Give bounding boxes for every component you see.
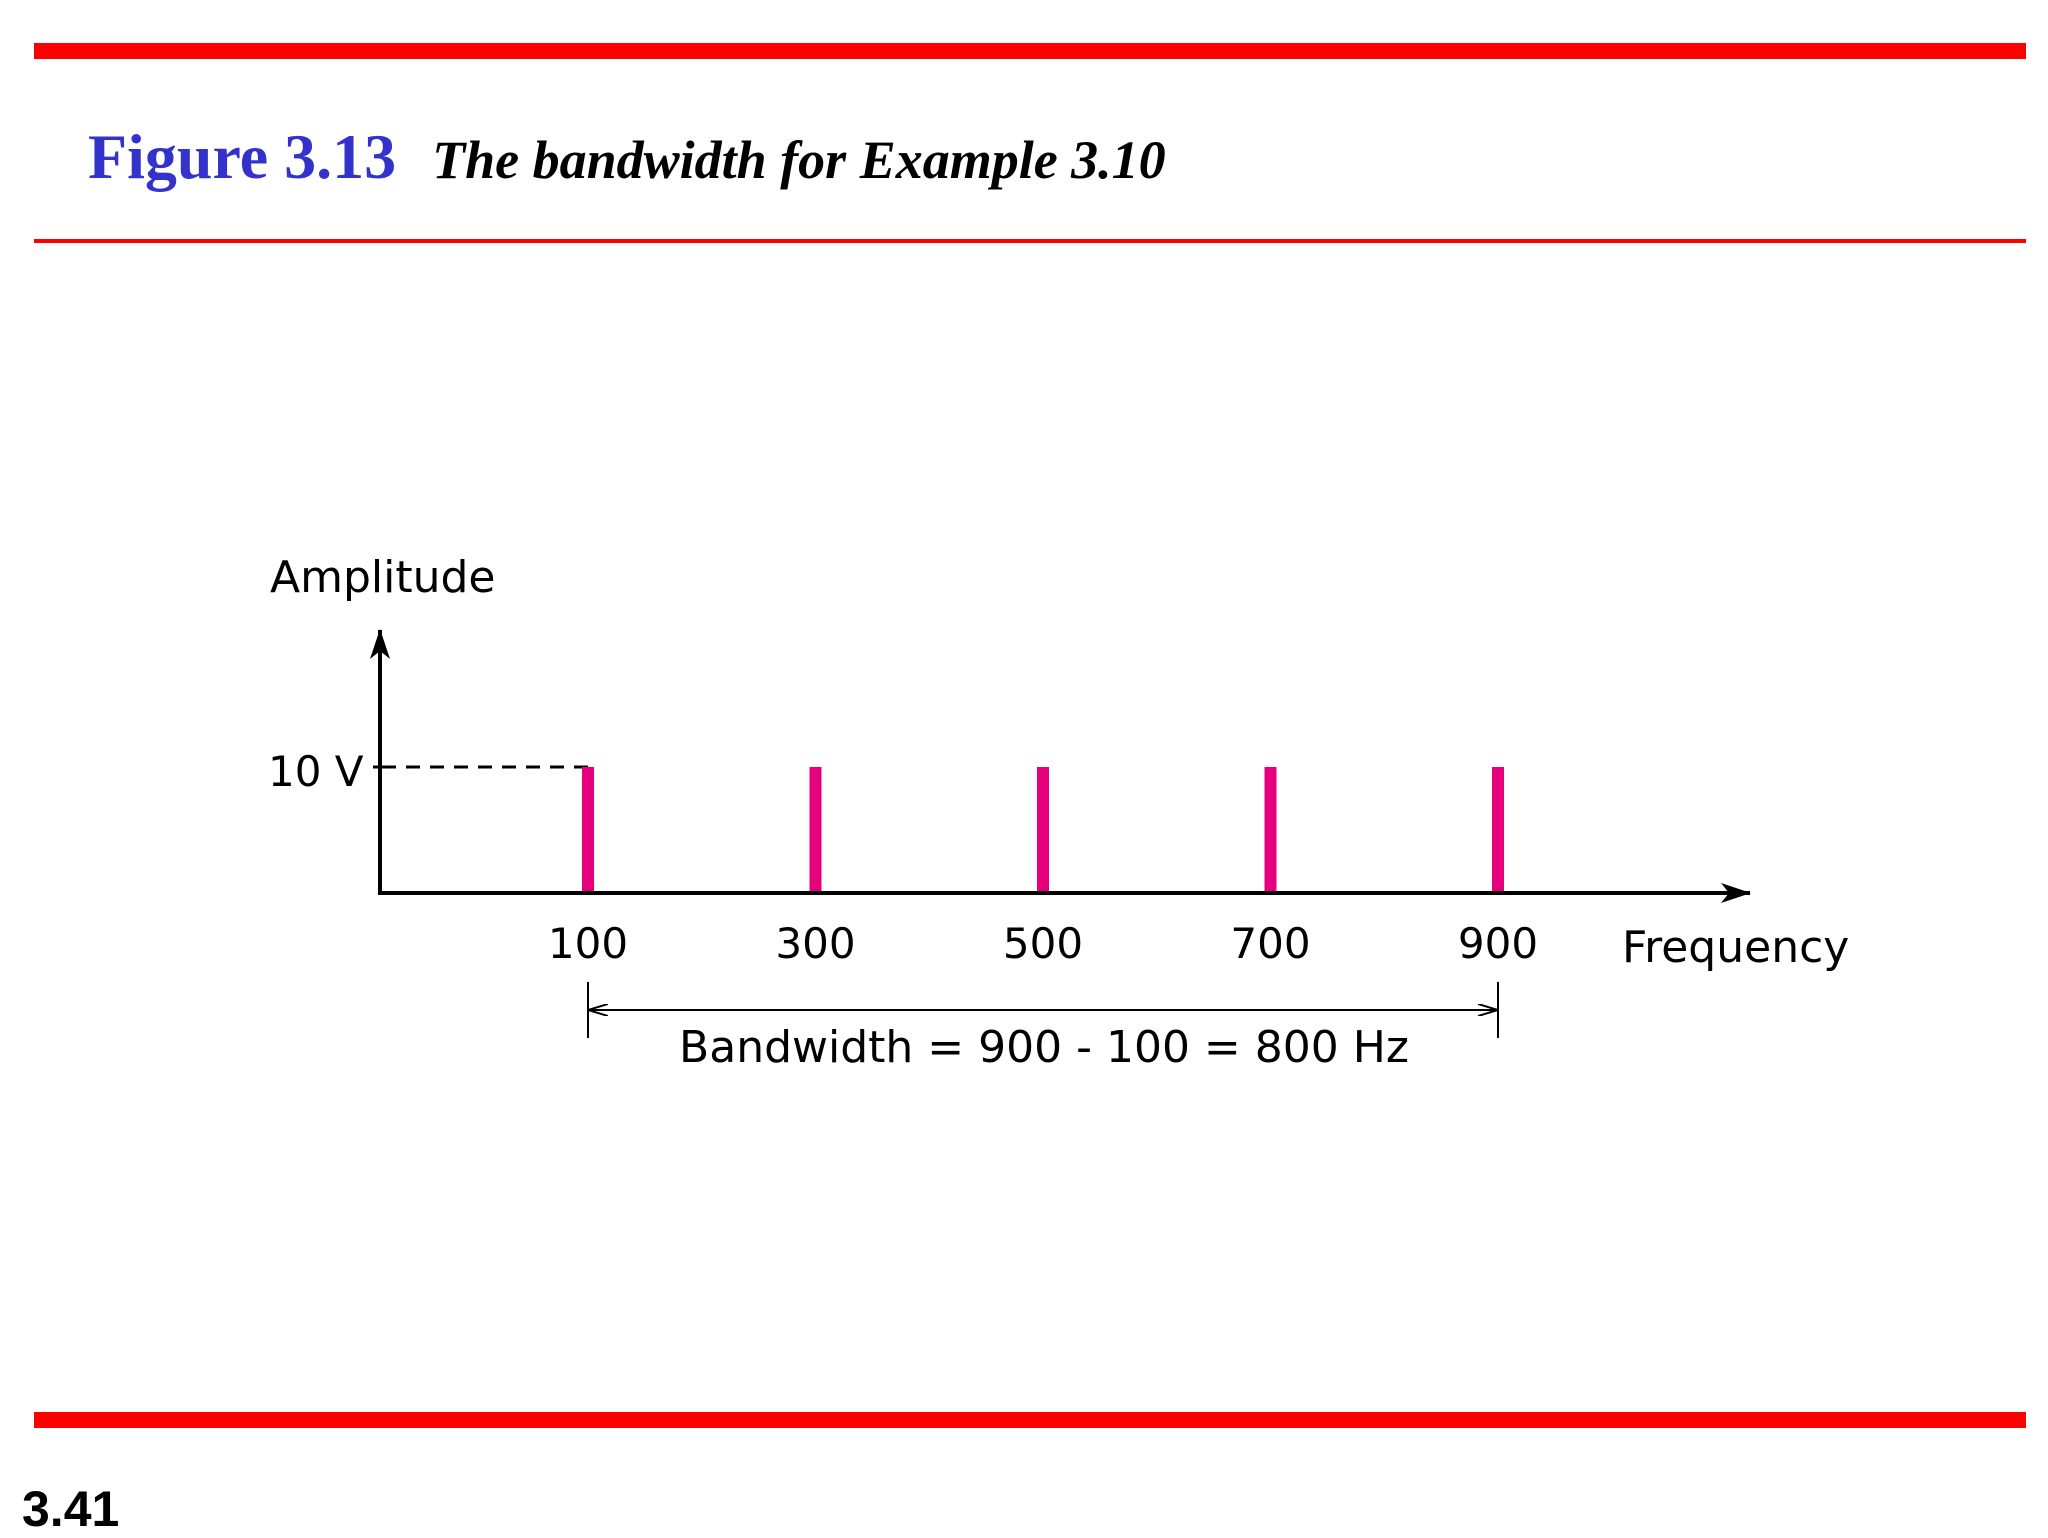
- bar-300: [809, 767, 822, 891]
- x-tick-labels: 100 300 500 700 900: [548, 919, 1538, 968]
- figure-number: Figure 3.13: [88, 121, 397, 192]
- x-tick-label-300: 300: [775, 919, 855, 968]
- y-tick-label: 10 V: [268, 747, 364, 796]
- x-tick-label-700: 700: [1230, 919, 1310, 968]
- y-axis-label: Amplitude: [270, 552, 495, 603]
- bar-100: [582, 767, 594, 891]
- bandwidth-label: Bandwidth = 900 - 100 = 800 Hz: [679, 1022, 1409, 1073]
- title-underline-rule: [34, 239, 2026, 243]
- x-axis-label: Frequency: [1622, 922, 1849, 973]
- slide-number: 3.41: [22, 1481, 120, 1537]
- bar-700: [1264, 767, 1277, 891]
- x-tick-label-900: 900: [1458, 919, 1538, 968]
- x-tick-label-500: 500: [1003, 919, 1083, 968]
- figure-caption: The bandwidth for Example 3.10: [432, 130, 1166, 190]
- bar-900: [1492, 767, 1504, 891]
- bar-series: [582, 767, 1504, 891]
- x-tick-label-100: 100: [548, 919, 628, 968]
- figure-title: Figure 3.13 The bandwidth for Example 3.1…: [88, 120, 1166, 194]
- bottom-red-rule: [34, 1412, 2026, 1428]
- top-red-rule: [34, 43, 2026, 59]
- bar-500: [1037, 767, 1049, 891]
